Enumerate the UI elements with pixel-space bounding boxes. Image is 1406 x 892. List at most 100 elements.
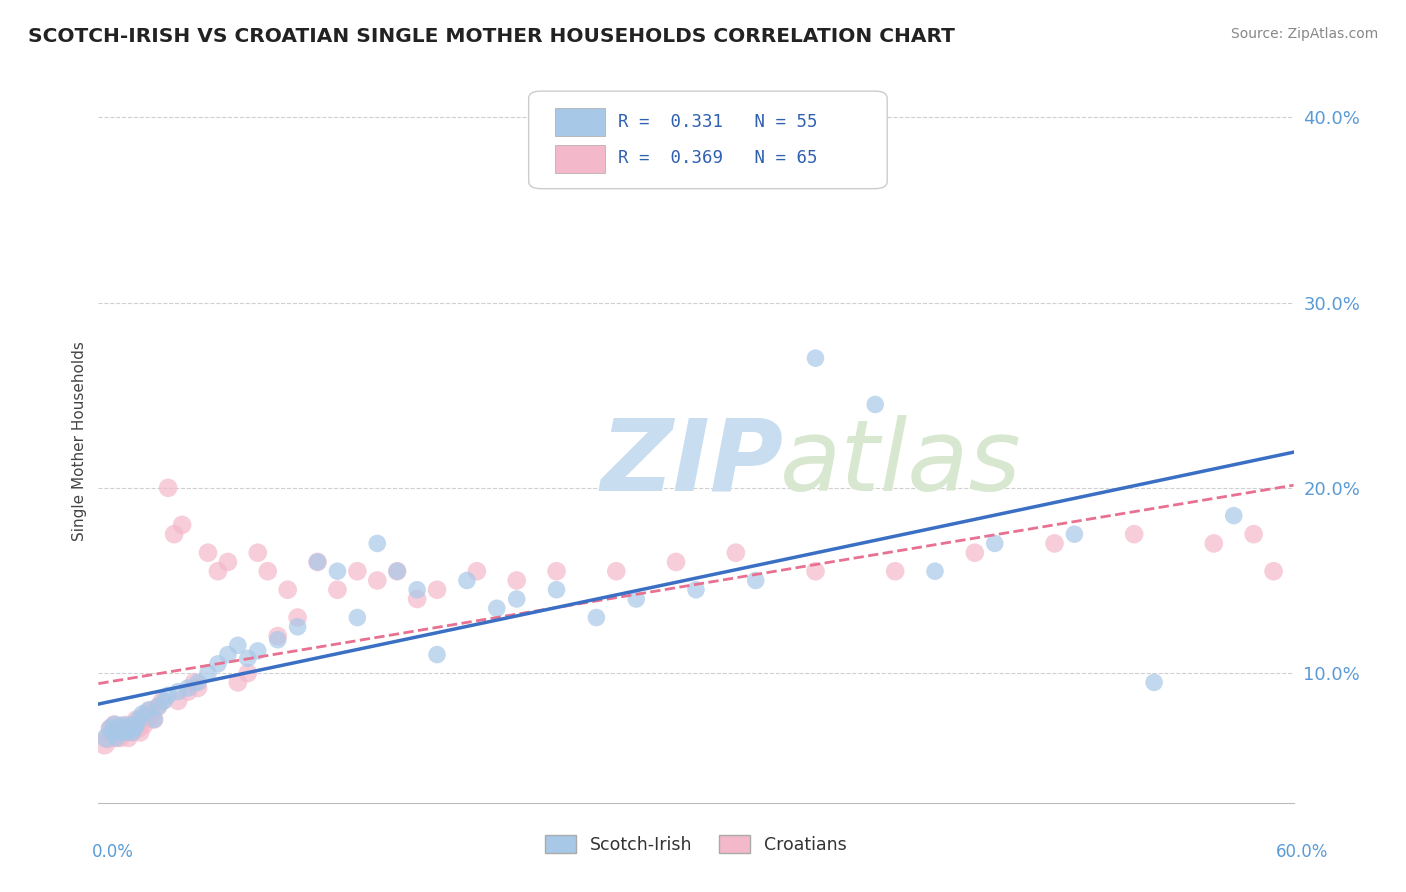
Point	[426, 648, 449, 662]
Point	[385, 564, 409, 578]
Point	[125, 713, 148, 727]
FancyBboxPatch shape	[555, 109, 605, 136]
Point	[406, 592, 429, 607]
Point	[135, 706, 157, 721]
Point	[346, 564, 368, 578]
Point	[307, 555, 329, 569]
Point	[1243, 527, 1265, 541]
Point	[98, 722, 122, 736]
Point	[136, 713, 159, 727]
Point	[112, 725, 135, 739]
Point	[884, 564, 907, 578]
Point	[197, 546, 219, 560]
Point	[506, 592, 529, 607]
Point	[136, 703, 159, 717]
Point	[125, 718, 148, 732]
Point	[124, 718, 146, 732]
Y-axis label: Single Mother Households: Single Mother Households	[72, 342, 87, 541]
Point	[226, 675, 249, 690]
Point	[1063, 527, 1085, 541]
Point	[110, 731, 132, 745]
Text: ZIP: ZIP	[600, 415, 783, 512]
Legend: Scotch-Irish, Croatians: Scotch-Irish, Croatians	[537, 827, 855, 863]
Text: 0.0%: 0.0%	[91, 843, 134, 861]
Point	[1202, 536, 1225, 550]
Point	[177, 681, 200, 695]
Point	[127, 713, 149, 727]
Text: 60.0%: 60.0%	[1277, 843, 1329, 861]
Text: atlas: atlas	[779, 415, 1021, 512]
Point	[485, 601, 508, 615]
Point	[177, 684, 200, 698]
Point	[157, 481, 180, 495]
Point	[143, 713, 166, 727]
Point	[107, 722, 129, 736]
Point	[187, 681, 209, 695]
Point	[103, 718, 125, 732]
Point	[267, 632, 290, 647]
Point	[1143, 675, 1166, 690]
Point	[724, 546, 747, 560]
Point	[1263, 564, 1285, 578]
Point	[256, 564, 278, 578]
Point	[585, 610, 607, 624]
Point	[121, 725, 143, 739]
Point	[924, 564, 946, 578]
Point	[307, 555, 329, 569]
Point	[129, 725, 152, 739]
Point	[163, 527, 186, 541]
Point	[277, 582, 299, 597]
Point	[217, 555, 239, 569]
Point	[97, 731, 120, 745]
Point	[865, 397, 887, 411]
Point	[183, 675, 205, 690]
Point	[246, 546, 269, 560]
Point	[246, 644, 269, 658]
Point	[148, 699, 170, 714]
Point	[217, 648, 239, 662]
Point	[98, 722, 122, 736]
Point	[984, 536, 1007, 550]
Point	[131, 706, 153, 721]
Point	[626, 592, 648, 607]
Point	[236, 666, 259, 681]
Point	[134, 718, 156, 732]
Point	[804, 351, 827, 366]
Point	[665, 555, 688, 569]
Point	[117, 722, 139, 736]
Text: SCOTCH-IRISH VS CROATIAN SINGLE MOTHER HOUSEHOLDS CORRELATION CHART: SCOTCH-IRISH VS CROATIAN SINGLE MOTHER H…	[28, 27, 955, 45]
Point	[366, 536, 388, 550]
Point	[426, 582, 449, 597]
Point	[1223, 508, 1246, 523]
Point	[111, 722, 134, 736]
Text: R =  0.331   N = 55: R = 0.331 N = 55	[619, 113, 818, 131]
Text: Source: ZipAtlas.com: Source: ZipAtlas.com	[1230, 27, 1378, 41]
Point	[167, 684, 190, 698]
Point	[326, 582, 349, 597]
Point	[93, 737, 115, 751]
Point	[117, 731, 139, 745]
Point	[131, 713, 153, 727]
Point	[506, 574, 529, 588]
FancyBboxPatch shape	[529, 91, 887, 189]
Point	[107, 725, 129, 739]
Point	[406, 582, 429, 597]
Point	[101, 725, 124, 739]
Point	[101, 725, 124, 739]
Point	[207, 657, 229, 671]
Point	[139, 703, 162, 717]
Point	[153, 694, 176, 708]
Point	[141, 706, 163, 721]
Point	[103, 718, 125, 732]
Point	[1123, 527, 1146, 541]
FancyBboxPatch shape	[555, 145, 605, 173]
Point	[187, 675, 209, 690]
Point	[105, 731, 128, 745]
Point	[456, 574, 478, 588]
Point	[96, 731, 118, 745]
Point	[143, 713, 166, 727]
Point	[1043, 536, 1066, 550]
Point	[120, 722, 142, 736]
Point	[197, 666, 219, 681]
Point	[385, 564, 409, 578]
